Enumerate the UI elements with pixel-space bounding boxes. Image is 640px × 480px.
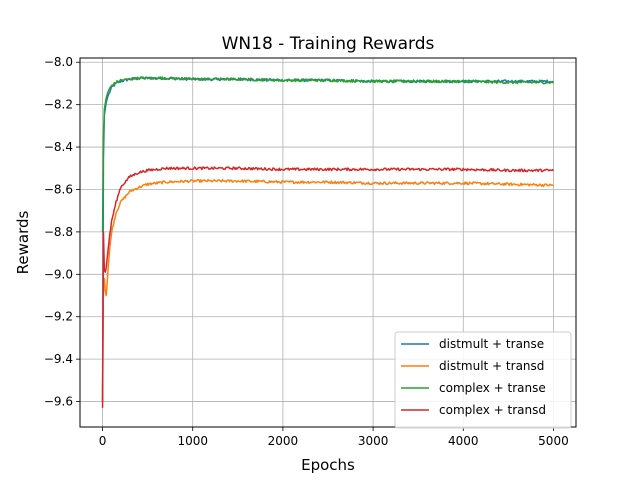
y-tick-label: −8.6: [44, 182, 73, 196]
plot-frame: [79, 57, 577, 428]
series-line-2: [101, 76, 554, 232]
chart-title: WN18 - Training Rewards: [222, 34, 435, 54]
x-axis: 0 1000 2000 3000 4000 5000: [99, 427, 569, 448]
x-tick-label: 0: [99, 434, 107, 448]
series-layer: [101, 76, 555, 408]
y-axis: −9.6 −9.4 −9.2 −9.0 −8.8 −8.6 −8.4 −8.2 −8.0: [44, 55, 80, 409]
grid: [80, 58, 576, 427]
y-tick-label: −9.2: [44, 310, 73, 324]
y-tick-label: −8.0: [44, 55, 73, 69]
y-tick-label: −9.0: [44, 267, 73, 281]
legend-label: complex + transe: [439, 381, 546, 395]
x-tick-label: 4000: [448, 434, 479, 448]
y-tick-label: −8.8: [44, 225, 73, 239]
legend-box: [394, 331, 572, 429]
legend: distmult + transe distmult + transd comple…: [394, 331, 572, 429]
y-tick-label: −9.4: [44, 352, 73, 366]
x-tick-label: 1000: [177, 434, 208, 448]
legend-label: complex + transd: [439, 403, 546, 417]
x-axis-label: Epochs: [301, 456, 355, 474]
x-tick-label: 2000: [268, 434, 299, 448]
x-tick-label: 5000: [538, 434, 569, 448]
series-line-1: [101, 179, 554, 402]
y-tick-label: −8.4: [44, 140, 73, 154]
series-line-3: [101, 166, 555, 408]
y-tick-label: −8.2: [44, 98, 73, 112]
y-tick-label: −9.6: [44, 395, 73, 409]
legend-label: distmult + transe: [439, 337, 544, 351]
x-tick-label: 3000: [358, 434, 389, 448]
y-axis-label: Rewards: [14, 210, 32, 274]
legend-label: distmult + transd: [439, 359, 544, 373]
